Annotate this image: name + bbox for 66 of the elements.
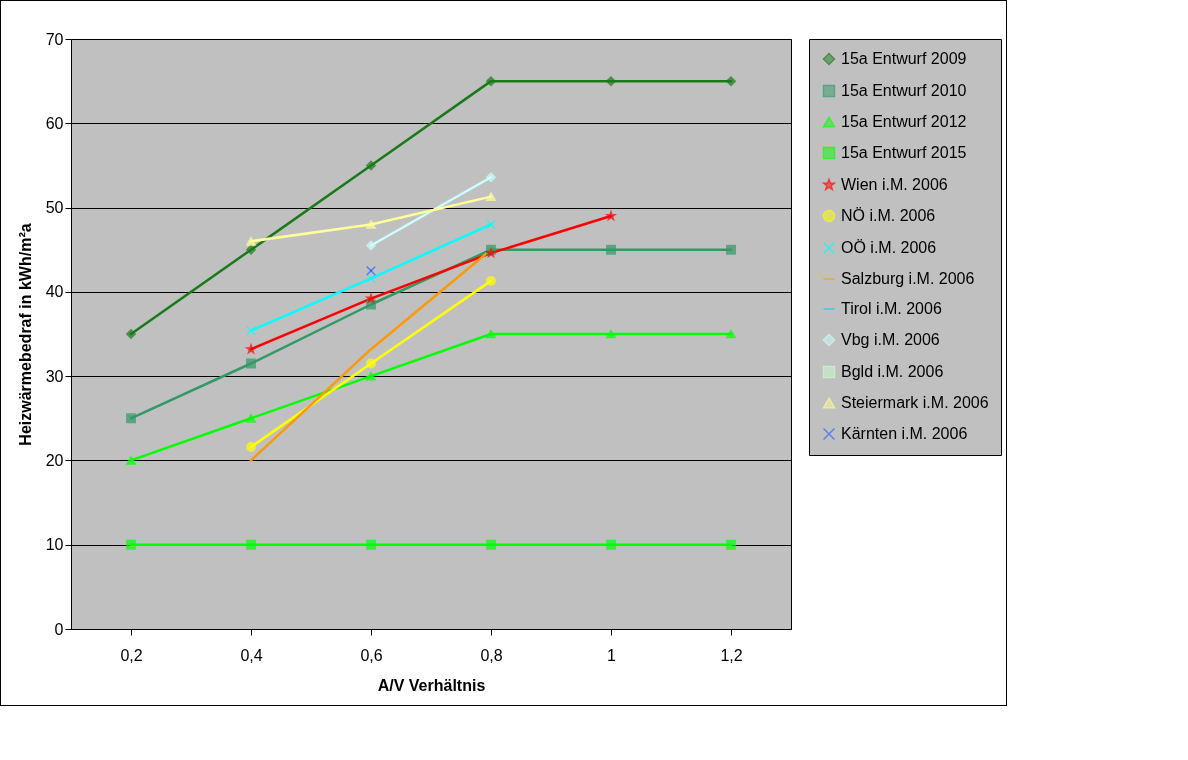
y-tick-label: 10 — [45, 536, 64, 554]
point — [366, 358, 376, 369]
point — [486, 275, 496, 286]
x-tick-label: 0,4 — [240, 646, 263, 664]
legend-label: 15a Entwurf 2010 — [841, 82, 967, 99]
point — [486, 539, 496, 550]
point — [366, 160, 376, 171]
point — [126, 329, 136, 339]
point — [246, 442, 256, 452]
legend-label: Bgld i.M. 2006 — [841, 363, 944, 380]
point — [606, 329, 616, 339]
legend-label: NÖ i.M. 2006 — [841, 207, 936, 224]
point — [726, 244, 736, 255]
y-tick-label: 30 — [45, 367, 64, 385]
x-tick-label: 1 — [607, 646, 617, 664]
legend-label: Steiermark i.M. 2006 — [841, 394, 989, 411]
point — [246, 244, 256, 255]
point — [486, 76, 496, 87]
point — [366, 273, 376, 284]
point — [366, 293, 376, 303]
point — [726, 539, 736, 550]
x-tick-label: 1,2 — [720, 646, 743, 664]
legend-label: Vbg i.M. 2006 — [841, 331, 940, 348]
point — [486, 329, 496, 339]
x-axis-title: A/V Verhältnis — [377, 676, 486, 694]
x-tick-label: 0,2 — [120, 646, 143, 664]
point — [246, 236, 256, 246]
y-tick-label: 40 — [45, 283, 64, 301]
legend-label: OÖ i.M. 2006 — [841, 239, 937, 256]
x-tick-label: 0,8 — [480, 646, 503, 664]
point — [246, 344, 256, 354]
point — [366, 371, 376, 381]
legend-label: 15a Entwurf 2012 — [841, 113, 967, 130]
point — [486, 192, 496, 201]
legend-label: Tirol i.M. 2006 — [841, 300, 942, 317]
y-tick-label: 50 — [45, 199, 64, 217]
y-tick-label: 60 — [45, 114, 64, 132]
point — [606, 539, 616, 550]
point — [726, 329, 736, 339]
point — [246, 539, 256, 550]
legend-label: 15a Entwurf 2015 — [841, 144, 967, 161]
point — [366, 539, 376, 550]
y-tick-label: 20 — [45, 451, 64, 469]
point — [366, 220, 376, 229]
y-axis-title: Heizwärmebedraf in kWh/m²a — [16, 223, 34, 446]
point — [246, 358, 256, 369]
point — [366, 240, 376, 251]
y-tick-label: 70 — [45, 30, 64, 48]
point — [486, 219, 496, 230]
x-tick-label: 0,6 — [360, 646, 383, 664]
point — [126, 413, 136, 424]
point — [366, 265, 376, 276]
point — [486, 172, 496, 183]
legend-label: Kärnten i.M. 2006 — [841, 425, 968, 442]
point — [606, 76, 616, 87]
legend-label: Wien i.M. 2006 — [841, 176, 948, 193]
point — [486, 248, 496, 258]
y-tick-label: 0 — [54, 620, 64, 638]
point — [246, 413, 256, 423]
point — [606, 244, 616, 255]
point — [126, 539, 136, 550]
point — [726, 76, 736, 87]
legend-label: Salzburg i.M. 2006 — [841, 270, 975, 287]
point — [126, 456, 136, 465]
legend-label: 15a Entwurf 2009 — [841, 50, 967, 67]
point — [246, 325, 256, 336]
